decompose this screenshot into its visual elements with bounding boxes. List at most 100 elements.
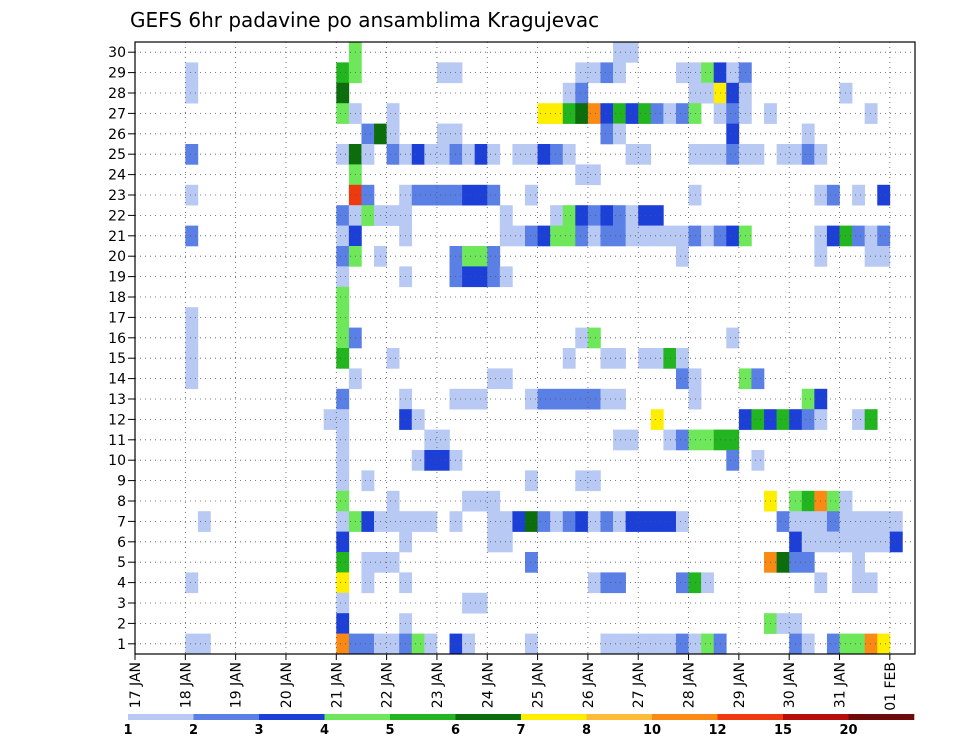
heatmap-cell xyxy=(638,348,652,369)
heatmap-cell xyxy=(525,388,538,410)
colorbar-swatch xyxy=(193,714,260,720)
y-tick-label: 20 xyxy=(108,249,126,265)
heatmap-cell xyxy=(512,511,526,532)
x-tick-label: 27 JAN xyxy=(631,662,647,708)
heatmap-cell xyxy=(587,511,601,532)
colorbar-label: 4 xyxy=(320,723,329,738)
heatmap-cell xyxy=(751,368,765,390)
heatmap-cell xyxy=(386,552,400,573)
heatmap-cell xyxy=(411,409,425,430)
heatmap-cell xyxy=(688,103,702,124)
heatmap-cell xyxy=(562,348,576,369)
heatmap-cell xyxy=(826,490,840,512)
x-tick-label: 21 JAN xyxy=(329,662,345,708)
heatmap-cell xyxy=(688,388,702,410)
heatmap-cell xyxy=(462,266,475,288)
heatmap-cell xyxy=(587,103,601,124)
heatmap-cell xyxy=(361,470,375,492)
heatmap-cell xyxy=(562,511,576,532)
y-tick-label: 23 xyxy=(108,188,126,204)
heatmap-cell xyxy=(889,531,903,553)
heatmap-cell xyxy=(613,225,626,247)
colorbar-swatch xyxy=(652,714,718,720)
y-tick-label: 11 xyxy=(108,433,126,449)
heatmap-cell xyxy=(864,511,878,532)
x-tick-label: 22 JAN xyxy=(380,662,396,708)
heatmap-cell xyxy=(499,266,513,288)
plot-frame xyxy=(134,41,916,655)
heatmap-cell xyxy=(197,633,211,654)
heatmap-cell xyxy=(336,327,350,349)
heatmap-cell xyxy=(864,572,878,594)
x-tick-label: 28 JAN xyxy=(682,662,698,708)
heatmap-cell xyxy=(487,531,501,553)
heatmap-cell xyxy=(411,450,425,471)
heatmap-cell xyxy=(877,225,891,247)
x-tick-label: 17 JAN xyxy=(128,662,144,708)
heatmap-cell xyxy=(776,552,790,573)
heatmap-cell xyxy=(701,572,715,594)
heatmap-cell xyxy=(675,511,689,532)
colorbar: 1 2 3 4 5 6 7 8 10 12 15 20 xyxy=(123,714,915,738)
y-tick-label: 13 xyxy=(108,392,126,408)
y-tick-label: 22 xyxy=(108,208,126,224)
heatmap-cell xyxy=(675,368,689,390)
heatmap-cell xyxy=(650,225,664,247)
colorbar-label: 20 xyxy=(839,723,857,738)
heatmap-cell xyxy=(726,103,740,124)
heatmap-cell xyxy=(336,511,350,532)
heatmap-cell xyxy=(550,388,564,410)
colorbar-swatch xyxy=(128,714,194,720)
heatmap-cell xyxy=(625,429,639,451)
heatmap-cell xyxy=(525,225,538,247)
heatmap-cell xyxy=(638,511,652,532)
heatmap-cell xyxy=(462,633,475,654)
heatmap-cell xyxy=(336,552,350,573)
heatmap-cell xyxy=(474,184,488,206)
heatmap-cell xyxy=(512,144,526,165)
heatmap-cell xyxy=(663,103,677,124)
heatmap-cell xyxy=(726,450,740,471)
heatmap-cell xyxy=(399,654,412,675)
heatmap-cell xyxy=(675,572,689,594)
heatmap-cell xyxy=(499,225,513,247)
y-tick-label: 3 xyxy=(117,596,126,612)
heatmap-cell xyxy=(361,144,375,165)
heatmap-cell xyxy=(336,266,350,288)
heatmap-cell xyxy=(562,103,576,124)
heatmap-cell xyxy=(675,633,689,654)
heatmap-cell xyxy=(852,511,865,532)
heatmap-cell xyxy=(675,246,689,267)
colorbar-swatch xyxy=(783,714,849,720)
y-tick-label: 14 xyxy=(108,372,126,388)
y-tick-label: 1 xyxy=(117,637,126,653)
chart-title: GEFS 6hr padavine po ansamblima Kragujev… xyxy=(130,8,599,32)
heatmap-cell xyxy=(776,409,790,430)
heatmap-cell xyxy=(877,531,891,553)
heatmap-cell xyxy=(512,225,526,247)
heatmap-cell xyxy=(185,225,199,247)
heatmap-cell xyxy=(801,490,815,512)
heatmap-cell xyxy=(336,205,350,226)
heatmap-cell xyxy=(600,225,614,247)
heatmap-cell xyxy=(688,368,702,390)
x-tick-label: 23 JAN xyxy=(430,662,446,708)
heatmap-cell xyxy=(726,62,740,84)
heatmap-cell xyxy=(826,633,840,654)
heatmap-cell xyxy=(487,144,501,165)
heatmap-cell xyxy=(864,246,878,267)
heatmap-cell xyxy=(751,409,765,430)
heatmap-cell xyxy=(562,225,576,247)
heatmap-cell xyxy=(650,511,664,532)
heatmap-cell xyxy=(663,633,677,654)
heatmap-cell xyxy=(587,62,601,84)
heatmap-cell xyxy=(638,205,652,226)
heatmap-cell xyxy=(625,511,639,532)
heatmap-cell xyxy=(411,633,425,654)
heatmap-cell xyxy=(575,103,589,124)
heatmap-cell xyxy=(474,388,488,410)
heatmap-cell xyxy=(688,572,702,594)
heatmap-cell xyxy=(852,225,865,247)
heatmap-cell xyxy=(751,654,764,675)
